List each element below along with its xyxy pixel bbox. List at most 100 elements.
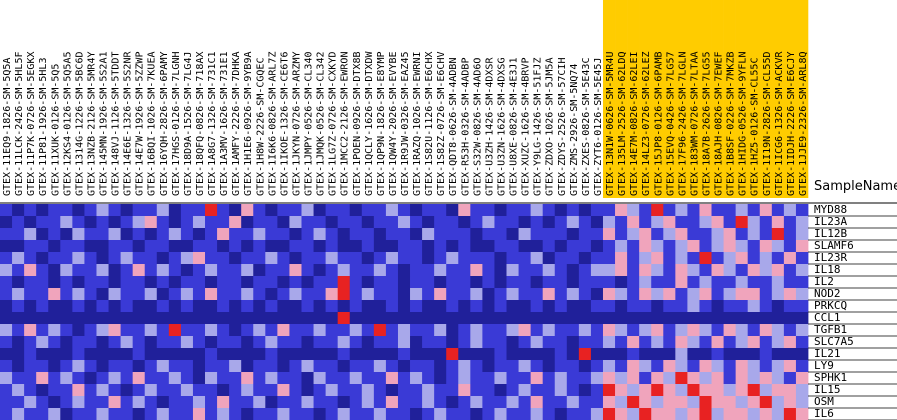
heatmap-cell — [506, 396, 519, 409]
heatmap-cell — [277, 288, 290, 301]
heatmap-cell — [108, 240, 121, 253]
heatmap-cell — [783, 372, 797, 385]
heatmap-cell — [422, 276, 435, 289]
heatmap-cell — [337, 204, 351, 217]
heatmap-cell — [36, 348, 49, 361]
heatmap-cell — [482, 216, 495, 229]
heatmap-cell — [12, 300, 25, 313]
column-label: GTEX-1QCLY-1626-SM-DTXDW — [364, 51, 375, 196]
heatmap-cell — [639, 216, 652, 229]
heatmap-cell — [132, 288, 146, 301]
heatmap-cell — [627, 408, 640, 420]
heatmap-cell — [446, 288, 459, 301]
heatmap-cell — [253, 360, 266, 373]
heatmap-cell — [301, 408, 314, 420]
heatmap-cell — [675, 300, 688, 313]
heatmap-cell — [96, 384, 109, 397]
row-label: SPHK1 — [814, 371, 847, 384]
heatmap-cell — [627, 372, 640, 385]
heatmap-cell — [0, 228, 13, 241]
heatmap-cell — [554, 384, 568, 397]
heatmap-cell — [446, 396, 459, 409]
heatmap-cell — [36, 372, 49, 385]
heatmap-cell — [675, 336, 688, 349]
heatmap-cell — [180, 336, 194, 349]
heatmap-cell — [241, 228, 254, 241]
heatmap-cell — [349, 264, 363, 277]
heatmap-cell — [48, 408, 61, 420]
heatmap-cell — [132, 300, 146, 313]
heatmap-cell — [96, 300, 109, 313]
column-label: GTEX-1IKOE-1326-SM-CE6T6 — [279, 52, 290, 197]
heatmap-cell — [397, 360, 411, 373]
heatmap-cell — [602, 228, 616, 241]
heatmap-cell — [458, 336, 471, 349]
heatmap-cell — [590, 300, 604, 313]
heatmap-cell — [651, 372, 664, 385]
heatmap-cell — [397, 288, 411, 301]
heatmap-cell — [566, 396, 580, 409]
heatmap-cell — [48, 228, 61, 241]
heatmap-cell — [518, 348, 532, 361]
heatmap-cell — [518, 372, 532, 385]
column-label: GTEX-14E7M-0826-SM-62LEI — [629, 52, 640, 197]
heatmap-cell — [144, 276, 158, 289]
heatmap-cell — [253, 276, 266, 289]
heatmap-cell — [205, 252, 218, 265]
heatmap-cell — [675, 240, 688, 253]
heatmap-cell — [192, 300, 206, 313]
heatmap-cell — [747, 264, 761, 277]
heatmap-cell — [795, 372, 809, 385]
heatmap-cell — [24, 336, 37, 349]
heatmap-cell — [168, 312, 182, 325]
heatmap-cell — [156, 288, 170, 301]
heatmap-cell — [747, 372, 761, 385]
heatmap-cell — [217, 276, 230, 289]
heatmap-cell — [723, 324, 737, 337]
heatmap-cell — [566, 252, 580, 265]
heatmap-cell — [578, 372, 592, 385]
heatmap-cell — [518, 204, 532, 217]
heatmap-cell — [84, 240, 97, 253]
heatmap-cell — [446, 204, 459, 217]
heatmap-cell — [36, 336, 49, 349]
heatmap-cell — [156, 204, 170, 217]
heatmap-cell — [470, 252, 483, 265]
column-label: GTEX-U3ZH-1426-SM-4DXSR — [484, 57, 495, 196]
heatmap-cell — [627, 396, 640, 409]
heatmap-cell — [422, 300, 435, 313]
heatmap-cell — [397, 204, 411, 217]
heatmap-cell — [84, 396, 97, 409]
heatmap-cell — [373, 396, 387, 409]
heatmap-cell — [699, 216, 712, 229]
heatmap-cell — [241, 384, 254, 397]
heatmap-cell — [229, 276, 242, 289]
heatmap-cell — [711, 336, 724, 349]
heatmap-cell — [554, 288, 568, 301]
heatmap-cell — [217, 264, 230, 277]
heatmap-cell — [410, 312, 423, 325]
heatmap-cell — [120, 336, 134, 349]
heatmap-cell — [723, 396, 737, 409]
heatmap-cell — [385, 360, 399, 373]
heatmap-cell — [385, 264, 399, 277]
heatmap-cell — [699, 276, 712, 289]
heatmap-cell — [723, 252, 737, 265]
heatmap-cell — [723, 240, 737, 253]
heatmap-cell — [156, 348, 170, 361]
heatmap-cell — [397, 348, 411, 361]
column-label: GTEX-1ICG6-1326-SM-ACKVR — [774, 51, 785, 196]
heatmap-cell — [361, 300, 375, 313]
column-highlight — [711, 0, 724, 198]
heatmap-cell — [180, 264, 194, 277]
heatmap-cell — [36, 288, 49, 301]
heatmap-cell — [578, 396, 592, 409]
heatmap-cell — [397, 408, 411, 420]
heatmap-cell — [602, 300, 616, 313]
heatmap-cell — [735, 288, 749, 301]
heatmap-cell — [735, 396, 749, 409]
heatmap-cell — [759, 216, 773, 229]
heatmap-cell — [458, 228, 471, 241]
heatmap-cell — [470, 336, 483, 349]
heatmap-cell — [84, 384, 97, 397]
